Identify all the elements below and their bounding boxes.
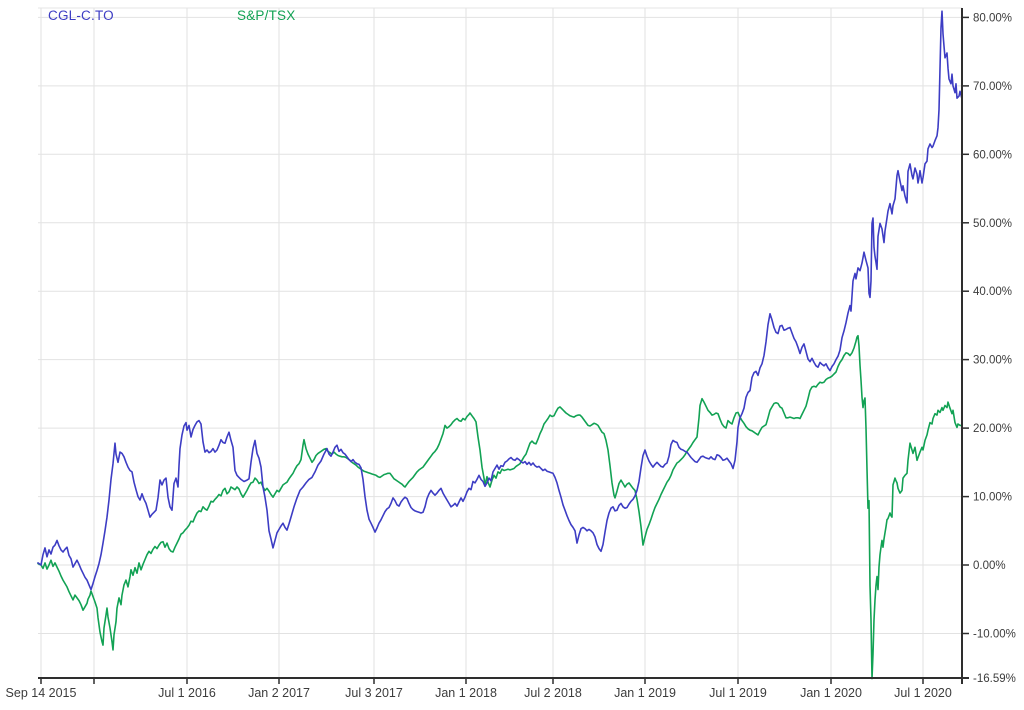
svg-text:40.00%: 40.00% <box>973 286 1012 298</box>
svg-text:Jan 1 2019: Jan 1 2019 <box>614 686 676 700</box>
svg-text:Jul 1 2019: Jul 1 2019 <box>709 686 767 700</box>
svg-text:60.00%: 60.00% <box>973 149 1012 161</box>
svg-text:Jul 2 2018: Jul 2 2018 <box>524 686 582 700</box>
svg-text:80.00%: 80.00% <box>973 12 1012 24</box>
svg-text:0.00%: 0.00% <box>973 560 1006 572</box>
svg-text:Jul 1 2016: Jul 1 2016 <box>158 686 216 700</box>
svg-text:20.00%: 20.00% <box>973 423 1012 435</box>
svg-text:Jan 1 2018: Jan 1 2018 <box>435 686 497 700</box>
svg-text:Jul 3 2017: Jul 3 2017 <box>345 686 403 700</box>
svg-text:70.00%: 70.00% <box>973 81 1012 93</box>
svg-text:50.00%: 50.00% <box>973 218 1012 230</box>
svg-text:Jul 1 2020: Jul 1 2020 <box>894 686 952 700</box>
svg-text:-10.00%: -10.00% <box>973 629 1016 641</box>
svg-text:-16.59%: -16.59% <box>973 673 1016 685</box>
svg-text:Jan 2 2017: Jan 2 2017 <box>248 686 310 700</box>
svg-text:Sep 14 2015: Sep 14 2015 <box>6 686 77 700</box>
svg-text:10.00%: 10.00% <box>973 492 1012 504</box>
legend-label-sp-tsx: S&P/TSX <box>237 8 296 23</box>
legend-label-cgl-c-to: CGL-C.TO <box>48 8 114 23</box>
svg-text:Jan 1 2020: Jan 1 2020 <box>800 686 862 700</box>
svg-text:30.00%: 30.00% <box>973 355 1012 367</box>
